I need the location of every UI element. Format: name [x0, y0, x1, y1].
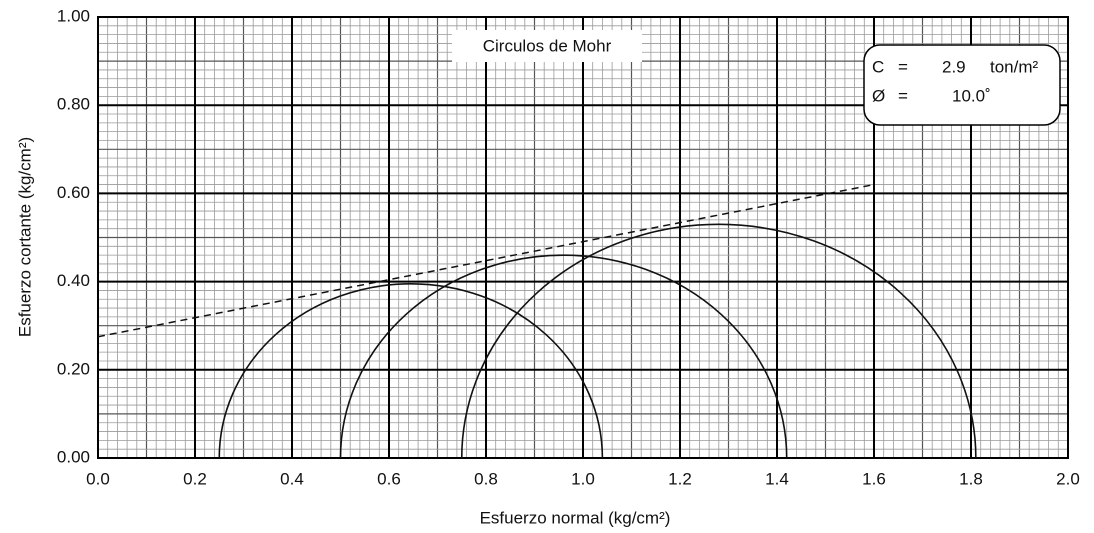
y-tick-label: 0.20	[57, 359, 90, 378]
mohr-circle	[218, 283, 604, 459]
x-tick-label: 0.6	[377, 469, 401, 488]
x-tick-label: 2.0	[1056, 469, 1080, 488]
parameter-symbol: Ø	[872, 86, 885, 105]
y-tick-label: 0.60	[57, 183, 90, 202]
parameter-eq: =	[898, 86, 908, 105]
x-tick-label: 0.8	[474, 469, 498, 488]
y-tick-label: 1.00	[57, 6, 90, 25]
x-tick-label: 1.4	[765, 469, 789, 488]
x-tick-label: 0.2	[183, 469, 207, 488]
parameter-symbol: C	[872, 57, 884, 76]
y-tick-label: 0.40	[57, 271, 90, 290]
plot-border	[97, 16, 1069, 459]
chart-title: Circulos de Mohr	[483, 36, 612, 55]
x-tick-label: 1.0	[571, 469, 595, 488]
parameter-unit: ton/m²	[990, 57, 1039, 76]
parameter-value: 2.9	[942, 57, 966, 76]
y-tick-label: 0.80	[57, 95, 90, 114]
mohr-circle	[339, 254, 788, 459]
y-tick-label: 0.00	[57, 447, 90, 466]
parameter-eq: =	[898, 57, 908, 76]
x-tick-label: 0.4	[280, 469, 304, 488]
x-axis-label: Esfuerzo normal (kg/cm²)	[480, 508, 671, 527]
y-axis-label: Esfuerzo cortante (kg/cm²)	[15, 137, 34, 337]
x-tick-label: 0.0	[86, 469, 110, 488]
title-box	[452, 30, 642, 62]
x-tick-label: 1.2	[668, 469, 692, 488]
parameter-box	[863, 44, 1061, 126]
x-tick-label: 1.8	[959, 469, 983, 488]
x-tick-label: 1.6	[862, 469, 886, 488]
parameter-value: 10.0˚	[952, 86, 991, 105]
mohr-circle	[460, 223, 977, 459]
